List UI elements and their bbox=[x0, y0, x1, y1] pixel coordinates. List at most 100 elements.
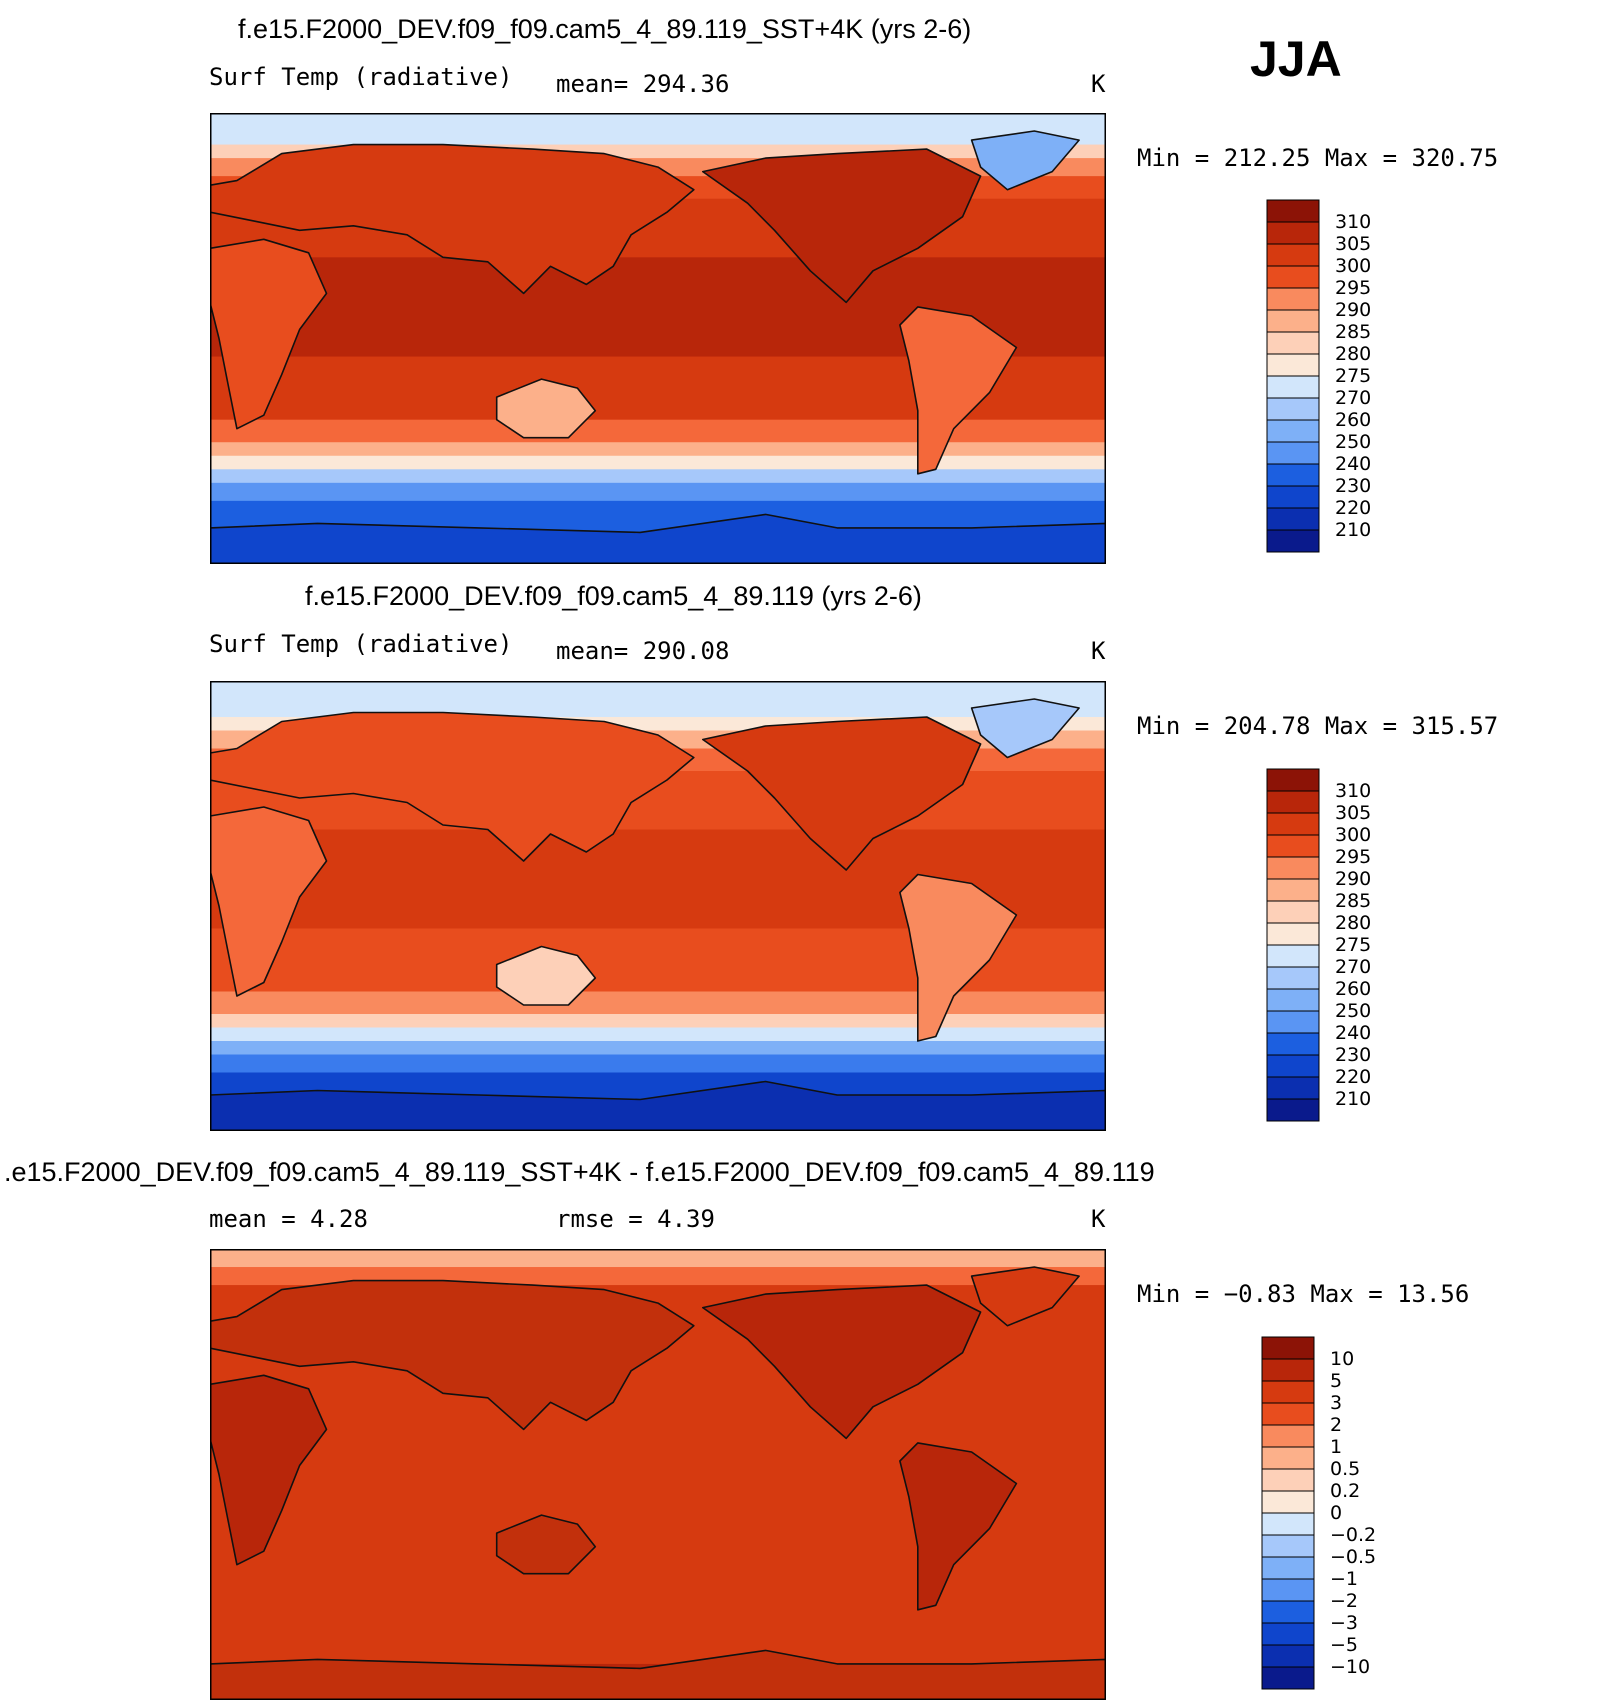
colorbar-tick-label: 2 bbox=[1330, 1414, 1342, 1436]
colorbar-swatch bbox=[1266, 331, 1320, 355]
colorbar-tick-label: 285 bbox=[1335, 321, 1371, 343]
continent-greenland bbox=[970, 1266, 1080, 1327]
panel2-mean-label: mean= 290.08 bbox=[556, 637, 730, 665]
panel3-map bbox=[210, 1249, 1106, 1700]
colorbar-tick-label: 270 bbox=[1335, 387, 1371, 409]
colorbar-swatch bbox=[1266, 768, 1320, 792]
colorbar-tick-label: 0.5 bbox=[1330, 1458, 1360, 1480]
colorbar-swatch bbox=[1261, 1534, 1315, 1558]
colorbar-tick-label: 250 bbox=[1335, 431, 1371, 453]
colorbar-swatch bbox=[1266, 1032, 1320, 1056]
colorbar-swatch bbox=[1261, 1490, 1315, 1514]
panel1-mean-label: mean= 294.36 bbox=[556, 70, 730, 98]
colorbar-swatch bbox=[1266, 463, 1320, 487]
lat-band-9 bbox=[210, 455, 1106, 470]
panel1-units: K bbox=[1091, 70, 1106, 98]
continent-africa bbox=[210, 806, 328, 997]
colorbar-swatch bbox=[1266, 900, 1320, 924]
colorbar-tick-label: 295 bbox=[1335, 277, 1371, 299]
colorbar-swatch bbox=[1261, 1468, 1315, 1492]
lat-band-7 bbox=[210, 991, 1106, 1015]
continent-namerica bbox=[701, 1284, 982, 1440]
colorbar-tick-label: −10 bbox=[1330, 1656, 1370, 1678]
panel2-units: K bbox=[1091, 637, 1106, 665]
continent-greenland bbox=[970, 698, 1080, 759]
continent-antarctica bbox=[210, 1649, 1106, 1700]
colorbar-tick-label: 290 bbox=[1335, 868, 1371, 890]
continent-australia bbox=[495, 378, 597, 439]
colorbar-swatch bbox=[1266, 1054, 1320, 1078]
lat-band-9 bbox=[210, 1027, 1106, 1042]
map-frame bbox=[210, 113, 1106, 564]
lat-band-7 bbox=[210, 419, 1106, 443]
colorbar-tick-label: 280 bbox=[1335, 912, 1371, 934]
colorbar-swatch bbox=[1261, 1424, 1315, 1448]
panel2-variable-label: Surf Temp (radiative) bbox=[209, 630, 513, 658]
colorbar-swatch bbox=[1261, 1644, 1315, 1668]
continent-australia bbox=[495, 1514, 597, 1575]
colorbar-swatch bbox=[1266, 265, 1320, 289]
colorbar-tick-label: 1 bbox=[1330, 1436, 1342, 1458]
colorbar-swatch bbox=[1266, 199, 1320, 223]
colorbar-swatch bbox=[1266, 1076, 1320, 1100]
panel2-map bbox=[210, 681, 1106, 1131]
panel2-minmax: Min = 204.78 Max = 315.57 bbox=[1137, 712, 1499, 740]
panel3-mean-label: mean = 4.28 bbox=[209, 1205, 368, 1233]
season-label: JJA bbox=[1250, 31, 1342, 87]
colorbar-tick-label: −0.2 bbox=[1330, 1524, 1376, 1546]
colorbar-swatch bbox=[1266, 988, 1320, 1012]
colorbar-swatch bbox=[1261, 1556, 1315, 1580]
colorbar-tick-label: 305 bbox=[1335, 233, 1371, 255]
colorbar-swatch bbox=[1266, 309, 1320, 333]
colorbar-swatch bbox=[1266, 944, 1320, 968]
colorbar-swatch bbox=[1266, 812, 1320, 836]
colorbar-swatch bbox=[1266, 966, 1320, 990]
colorbar-swatch bbox=[1261, 1600, 1315, 1624]
colorbar-swatch bbox=[1266, 287, 1320, 311]
lat-band-0 bbox=[210, 1249, 1106, 1268]
lat-band-8 bbox=[210, 442, 1106, 457]
lat-band-0 bbox=[210, 113, 1106, 146]
colorbar-tick-label: −0.5 bbox=[1330, 1546, 1376, 1568]
lat-band-0 bbox=[210, 681, 1106, 718]
continent-africa bbox=[210, 238, 328, 430]
panel1-title: f.e15.F2000_DEV.f09_f09.cam5_4_89.119_SS… bbox=[238, 14, 972, 44]
lat-band-10 bbox=[210, 469, 1106, 484]
colorbar-tick-label: 285 bbox=[1335, 890, 1371, 912]
colorbar-tick-label: 270 bbox=[1335, 956, 1371, 978]
colorbar-swatch bbox=[1266, 221, 1320, 245]
colorbar-tick-label: 220 bbox=[1335, 497, 1371, 519]
colorbar-tick-label: 310 bbox=[1335, 780, 1371, 802]
colorbar-swatch bbox=[1266, 485, 1320, 509]
colorbar-tick-label: −5 bbox=[1330, 1634, 1358, 1656]
colorbar-tick-label: 0.2 bbox=[1330, 1480, 1360, 1502]
continent-eurasia bbox=[210, 143, 695, 295]
colorbar-swatch bbox=[1266, 922, 1320, 946]
colorbar-swatch bbox=[1266, 834, 1320, 858]
colorbar-swatch bbox=[1261, 1336, 1315, 1360]
colorbar-swatch bbox=[1266, 375, 1320, 399]
colorbar-swatch bbox=[1266, 397, 1320, 421]
map-frame bbox=[210, 1249, 1106, 1700]
colorbar-tick-label: −1 bbox=[1330, 1568, 1358, 1590]
panel3-units: K bbox=[1091, 1205, 1106, 1233]
colorbar-tick-label: 280 bbox=[1335, 343, 1371, 365]
colorbar-swatch bbox=[1266, 507, 1320, 531]
colorbar-tick-label: 275 bbox=[1335, 365, 1371, 387]
lat-band-10 bbox=[210, 1041, 1106, 1055]
colorbar-tick-label: 240 bbox=[1335, 1022, 1371, 1044]
colorbar-swatch bbox=[1266, 419, 1320, 443]
colorbar-tick-label: 250 bbox=[1335, 1000, 1371, 1022]
colorbar-tick-label: 3 bbox=[1330, 1392, 1342, 1414]
continent-australia bbox=[495, 945, 597, 1006]
colorbar-tick-label: 260 bbox=[1335, 409, 1371, 431]
lat-band-11 bbox=[210, 1054, 1106, 1073]
colorbar-tick-label: −2 bbox=[1330, 1590, 1358, 1612]
colorbar-swatch bbox=[1266, 1098, 1320, 1122]
panel3-title: .e15.F2000_DEV.f09_f09.cam5_4_89.119_SST… bbox=[4, 1157, 1155, 1187]
map-frame bbox=[210, 681, 1106, 1131]
colorbar-swatch bbox=[1261, 1622, 1315, 1646]
panel1-minmax: Min = 212.25 Max = 320.75 bbox=[1137, 144, 1499, 172]
colorbar-tick-label: 10 bbox=[1330, 1348, 1354, 1370]
